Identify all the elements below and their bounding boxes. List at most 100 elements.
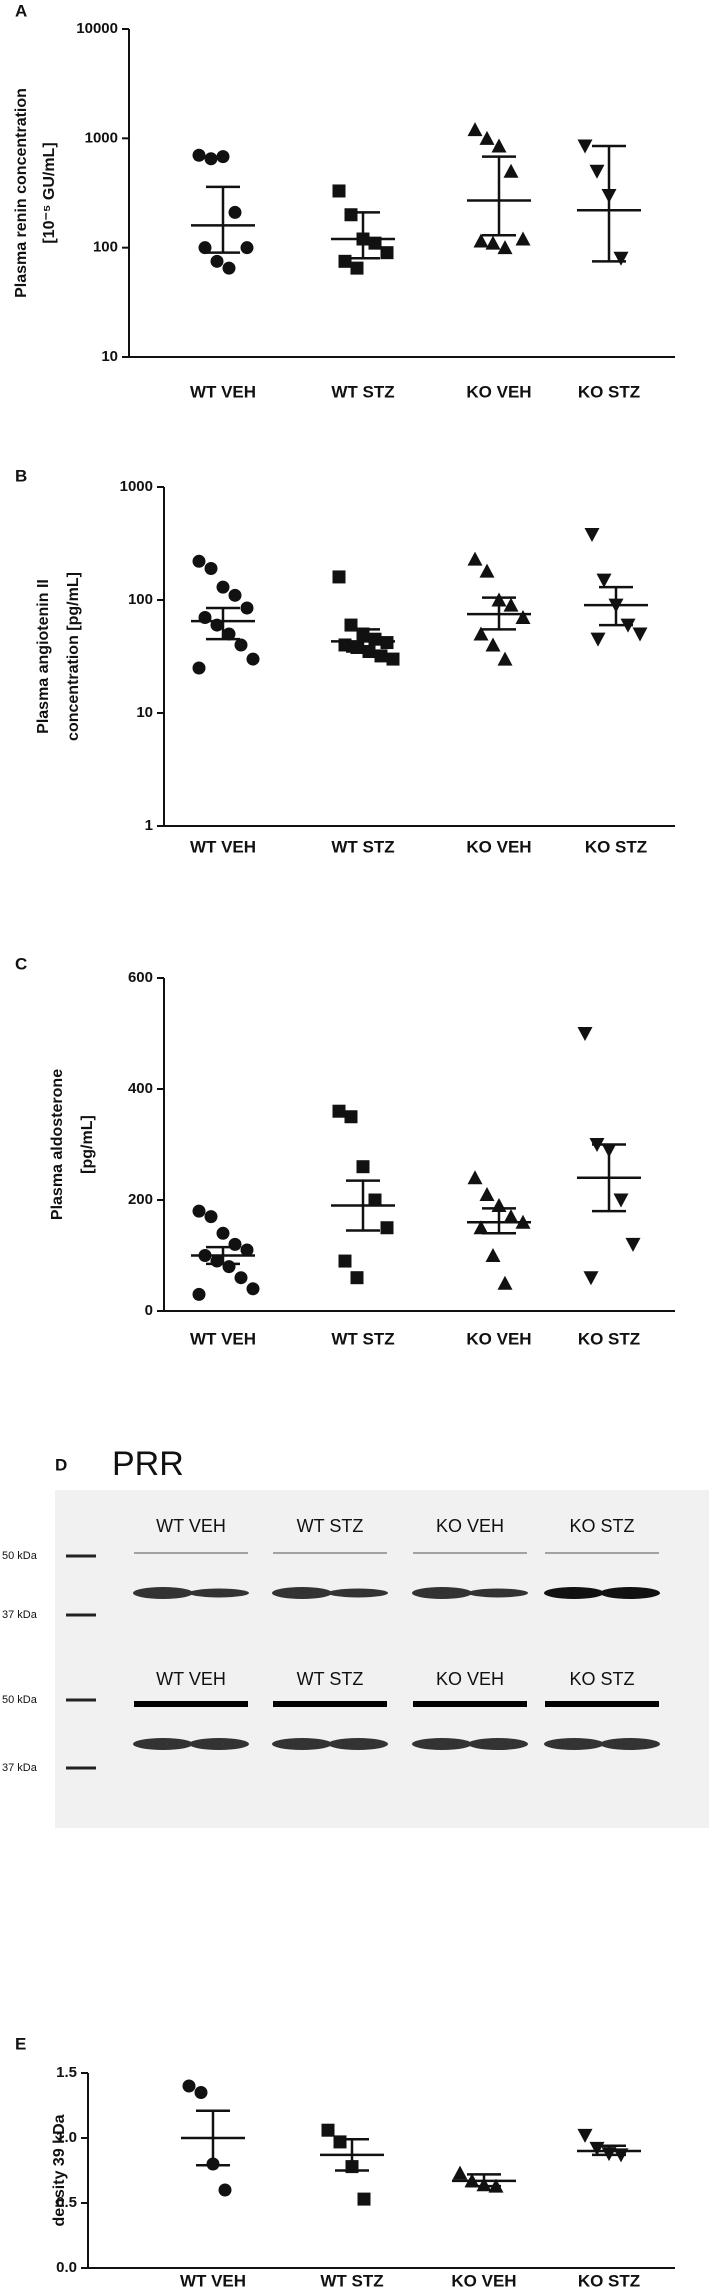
blot-background [55,1490,709,1828]
y-tick-label: 200 [128,1191,153,1208]
data-point [332,570,346,584]
data-point [234,1271,248,1285]
data-point [321,2123,335,2137]
x-tick-label: KO VEH [451,2271,516,2290]
y-tick-label: 10 [136,704,153,721]
panel-label: B [15,466,27,485]
y-tick-label: 100 [93,239,118,256]
data-point [344,208,358,222]
data-point [216,150,230,164]
data-point [356,1160,370,1174]
size-marker-label: 37 kDa [2,1762,38,1774]
x-tick-label: WT VEH [190,1329,256,1348]
lane-label: WT VEH [156,1669,226,1689]
y-tick-label: 0.5 [56,2194,77,2211]
data-point [368,632,382,646]
data-point [479,1186,495,1201]
data-point [380,1221,394,1235]
y-tick-label: 1000 [85,129,118,146]
data-point [583,1271,599,1286]
data-point [216,1226,230,1240]
data-point [473,626,489,641]
data-point [198,241,212,255]
data-point [467,551,483,566]
data-point [491,138,507,153]
data-point [503,1209,519,1224]
data-point [350,261,364,275]
data-point [386,652,400,666]
data-point [332,184,346,198]
x-tick-label: KO STZ [578,1329,640,1348]
lane-label: WT STZ [297,1669,364,1689]
data-point [497,1275,513,1290]
data-point [338,254,352,268]
data-point [234,638,248,652]
panel-label: D [55,1455,67,1474]
data-point [452,2165,468,2180]
data-point [497,651,513,666]
data-point [473,233,489,248]
blot-band [600,1738,660,1750]
data-point [479,130,495,145]
y-axis-label: Plasma angiotenin II [35,579,52,734]
data-point [577,139,593,154]
y-tick-label: 1 [145,817,153,834]
data-point [596,573,612,588]
x-tick-label: KO STZ [578,2271,640,2290]
data-point [613,1193,629,1208]
panel-label: A [15,1,27,20]
lane-label: WT STZ [297,1516,364,1536]
blot-band [133,1587,193,1599]
lane-label: KO VEH [436,1516,504,1536]
data-point [503,597,519,612]
data-point [357,2192,371,2206]
blot-band [412,1587,472,1599]
x-tick-label: KO VEH [466,382,531,401]
y-axis-label: [pg/mL] [79,1115,96,1174]
blot-band [600,1587,660,1599]
data-point [515,610,531,625]
y-tick-label: 10000 [76,20,118,37]
data-point [228,1237,242,1251]
panel-label: E [15,2034,26,2053]
data-point [473,1220,489,1235]
y-tick-label: 600 [128,969,153,986]
blot-band [189,1738,249,1750]
data-point [515,231,531,246]
data-point [194,2086,208,2099]
x-tick-label: WT STZ [331,382,394,401]
blot-band [468,1588,528,1598]
data-point [192,148,206,162]
data-point [503,163,519,178]
data-point [613,251,629,266]
data-point [204,152,218,166]
data-point [204,1210,218,1224]
data-point [467,1170,483,1185]
data-point [192,1287,206,1301]
y-tick-label: 400 [128,1080,153,1097]
blot-band [468,1738,528,1750]
data-point [350,1271,364,1285]
blot-band [544,1587,604,1599]
lane-label: KO VEH [436,1669,504,1689]
lane-label: KO STZ [569,1516,634,1536]
x-tick-label: WT STZ [331,837,394,856]
blot-band [328,1588,388,1598]
lane-label: KO STZ [569,1669,634,1689]
data-point [192,1204,206,1218]
y-tick-label: 0 [145,1302,153,1319]
y-tick-label: 100 [128,591,153,608]
data-point [228,588,242,602]
y-tick-label: 1.0 [56,2129,77,2146]
data-point [584,527,600,542]
data-point [467,122,483,137]
panel-label: C [15,954,27,973]
data-point [344,1110,358,1124]
data-point [246,1282,260,1296]
y-tick-label: 1.5 [56,2064,77,2081]
data-point [240,601,254,615]
blot-band [189,1588,249,1598]
y-tick-label: 1000 [120,478,153,495]
data-point [368,1193,382,1207]
